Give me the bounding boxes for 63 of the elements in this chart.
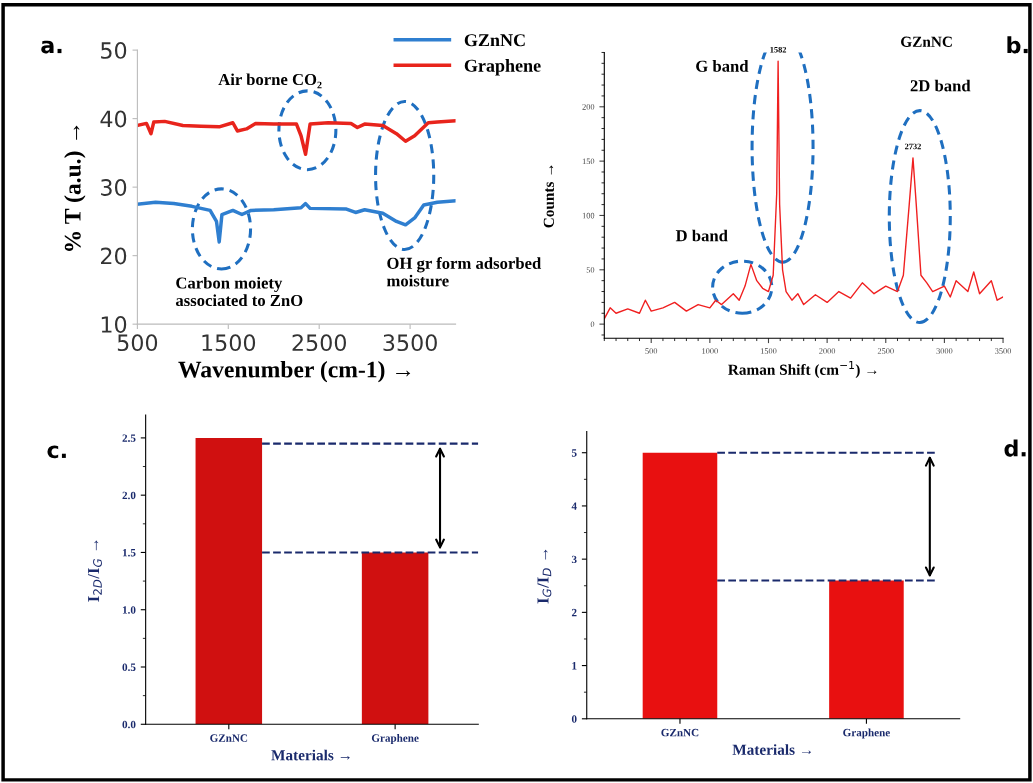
line-series	[137, 118, 456, 156]
y-tick-label: 2.5	[122, 434, 136, 442]
x-tick-label: Graphene	[371, 734, 419, 745]
y-tick-label: 2	[571, 608, 577, 617]
x-tick-label: 500	[645, 348, 658, 354]
x-tick-label: 500	[117, 334, 158, 352]
annotation: OH gr form adsorbed moisture	[386, 257, 542, 287]
y-tick-label: 50	[586, 267, 595, 273]
y-tick-label: 20	[101, 247, 127, 265]
x-axis-title: Wavenumber (cm-1) →	[178, 360, 411, 383]
x-tick-label: GZnNC	[210, 734, 248, 742]
text: c.	[47, 445, 66, 459]
line-series	[137, 199, 456, 244]
y-axis-title: I$_{G}$/I$_{D}$ →	[537, 549, 552, 604]
y-tick-label: 5	[571, 449, 577, 457]
y-tick-label: 30	[101, 179, 127, 196]
x-tick-label: GZnNC	[661, 728, 699, 737]
annotation: G band	[696, 60, 749, 72]
x-tick-label: Graphene	[843, 728, 890, 739]
y-tick-label: 150	[582, 158, 595, 165]
x-tick-label: 2500	[877, 348, 894, 354]
text: GZnNC	[901, 36, 952, 47]
annotation: D band	[675, 229, 728, 242]
annotation: 2D band	[910, 79, 971, 92]
annotation: 1582	[770, 46, 787, 53]
annotation: Carbon moiety associated to ZnO	[175, 276, 303, 307]
y-tick-label: 3	[571, 555, 577, 564]
annotation: 2732	[904, 143, 921, 150]
y-axis-title: I$_{2D}$/I$_{G}$ →	[88, 540, 102, 602]
line-series	[604, 60, 1004, 320]
x-axis-title: Materials →	[732, 744, 812, 755]
x-tick-label: 3500	[383, 334, 437, 352]
y-tick-label: 0	[590, 321, 595, 328]
y-tick-label: 200	[582, 104, 595, 110]
y-tick-label: 50	[101, 42, 127, 59]
legend-label: Graphene	[464, 59, 541, 76]
y-tick-label: 40	[100, 110, 127, 128]
x-tick-label: 1500	[202, 334, 256, 352]
annotation: Air borne CO₂	[218, 73, 322, 89]
y-tick-label: 1.5	[122, 548, 136, 557]
x-axis-title: Raman Shift (cm$^{−1}$) →	[728, 361, 877, 378]
y-tick-label: 0.0	[122, 720, 136, 729]
x-axis-title: Materials →	[271, 749, 350, 761]
y-tick-label: 0.5	[122, 663, 136, 672]
x-tick-label: 1500	[760, 348, 777, 354]
y-tick-label: 100	[582, 212, 595, 219]
legend-label: GZnNC	[464, 34, 525, 47]
y-tick-label: 10	[101, 316, 127, 333]
text: b.	[1007, 36, 1028, 54]
y-tick-label: 1	[572, 662, 577, 670]
y-tick-label: 0	[571, 715, 577, 723]
y-axis-title: Counts →	[543, 165, 555, 228]
text: d.	[1004, 439, 1026, 457]
y-tick-label: 4	[571, 502, 577, 510]
text: a.	[41, 40, 62, 54]
x-tick-label: 2000	[819, 348, 836, 354]
x-tick-label: 3000	[936, 348, 953, 354]
x-tick-label: 2500	[292, 334, 346, 352]
y-axis-title: % T (a.u.) →	[64, 125, 86, 251]
x-tick-label: 1000	[702, 348, 718, 354]
x-tick-label: 3500	[995, 348, 1012, 354]
y-tick-label: 2.0	[122, 491, 136, 500]
y-tick-label: 1.0	[122, 606, 136, 614]
